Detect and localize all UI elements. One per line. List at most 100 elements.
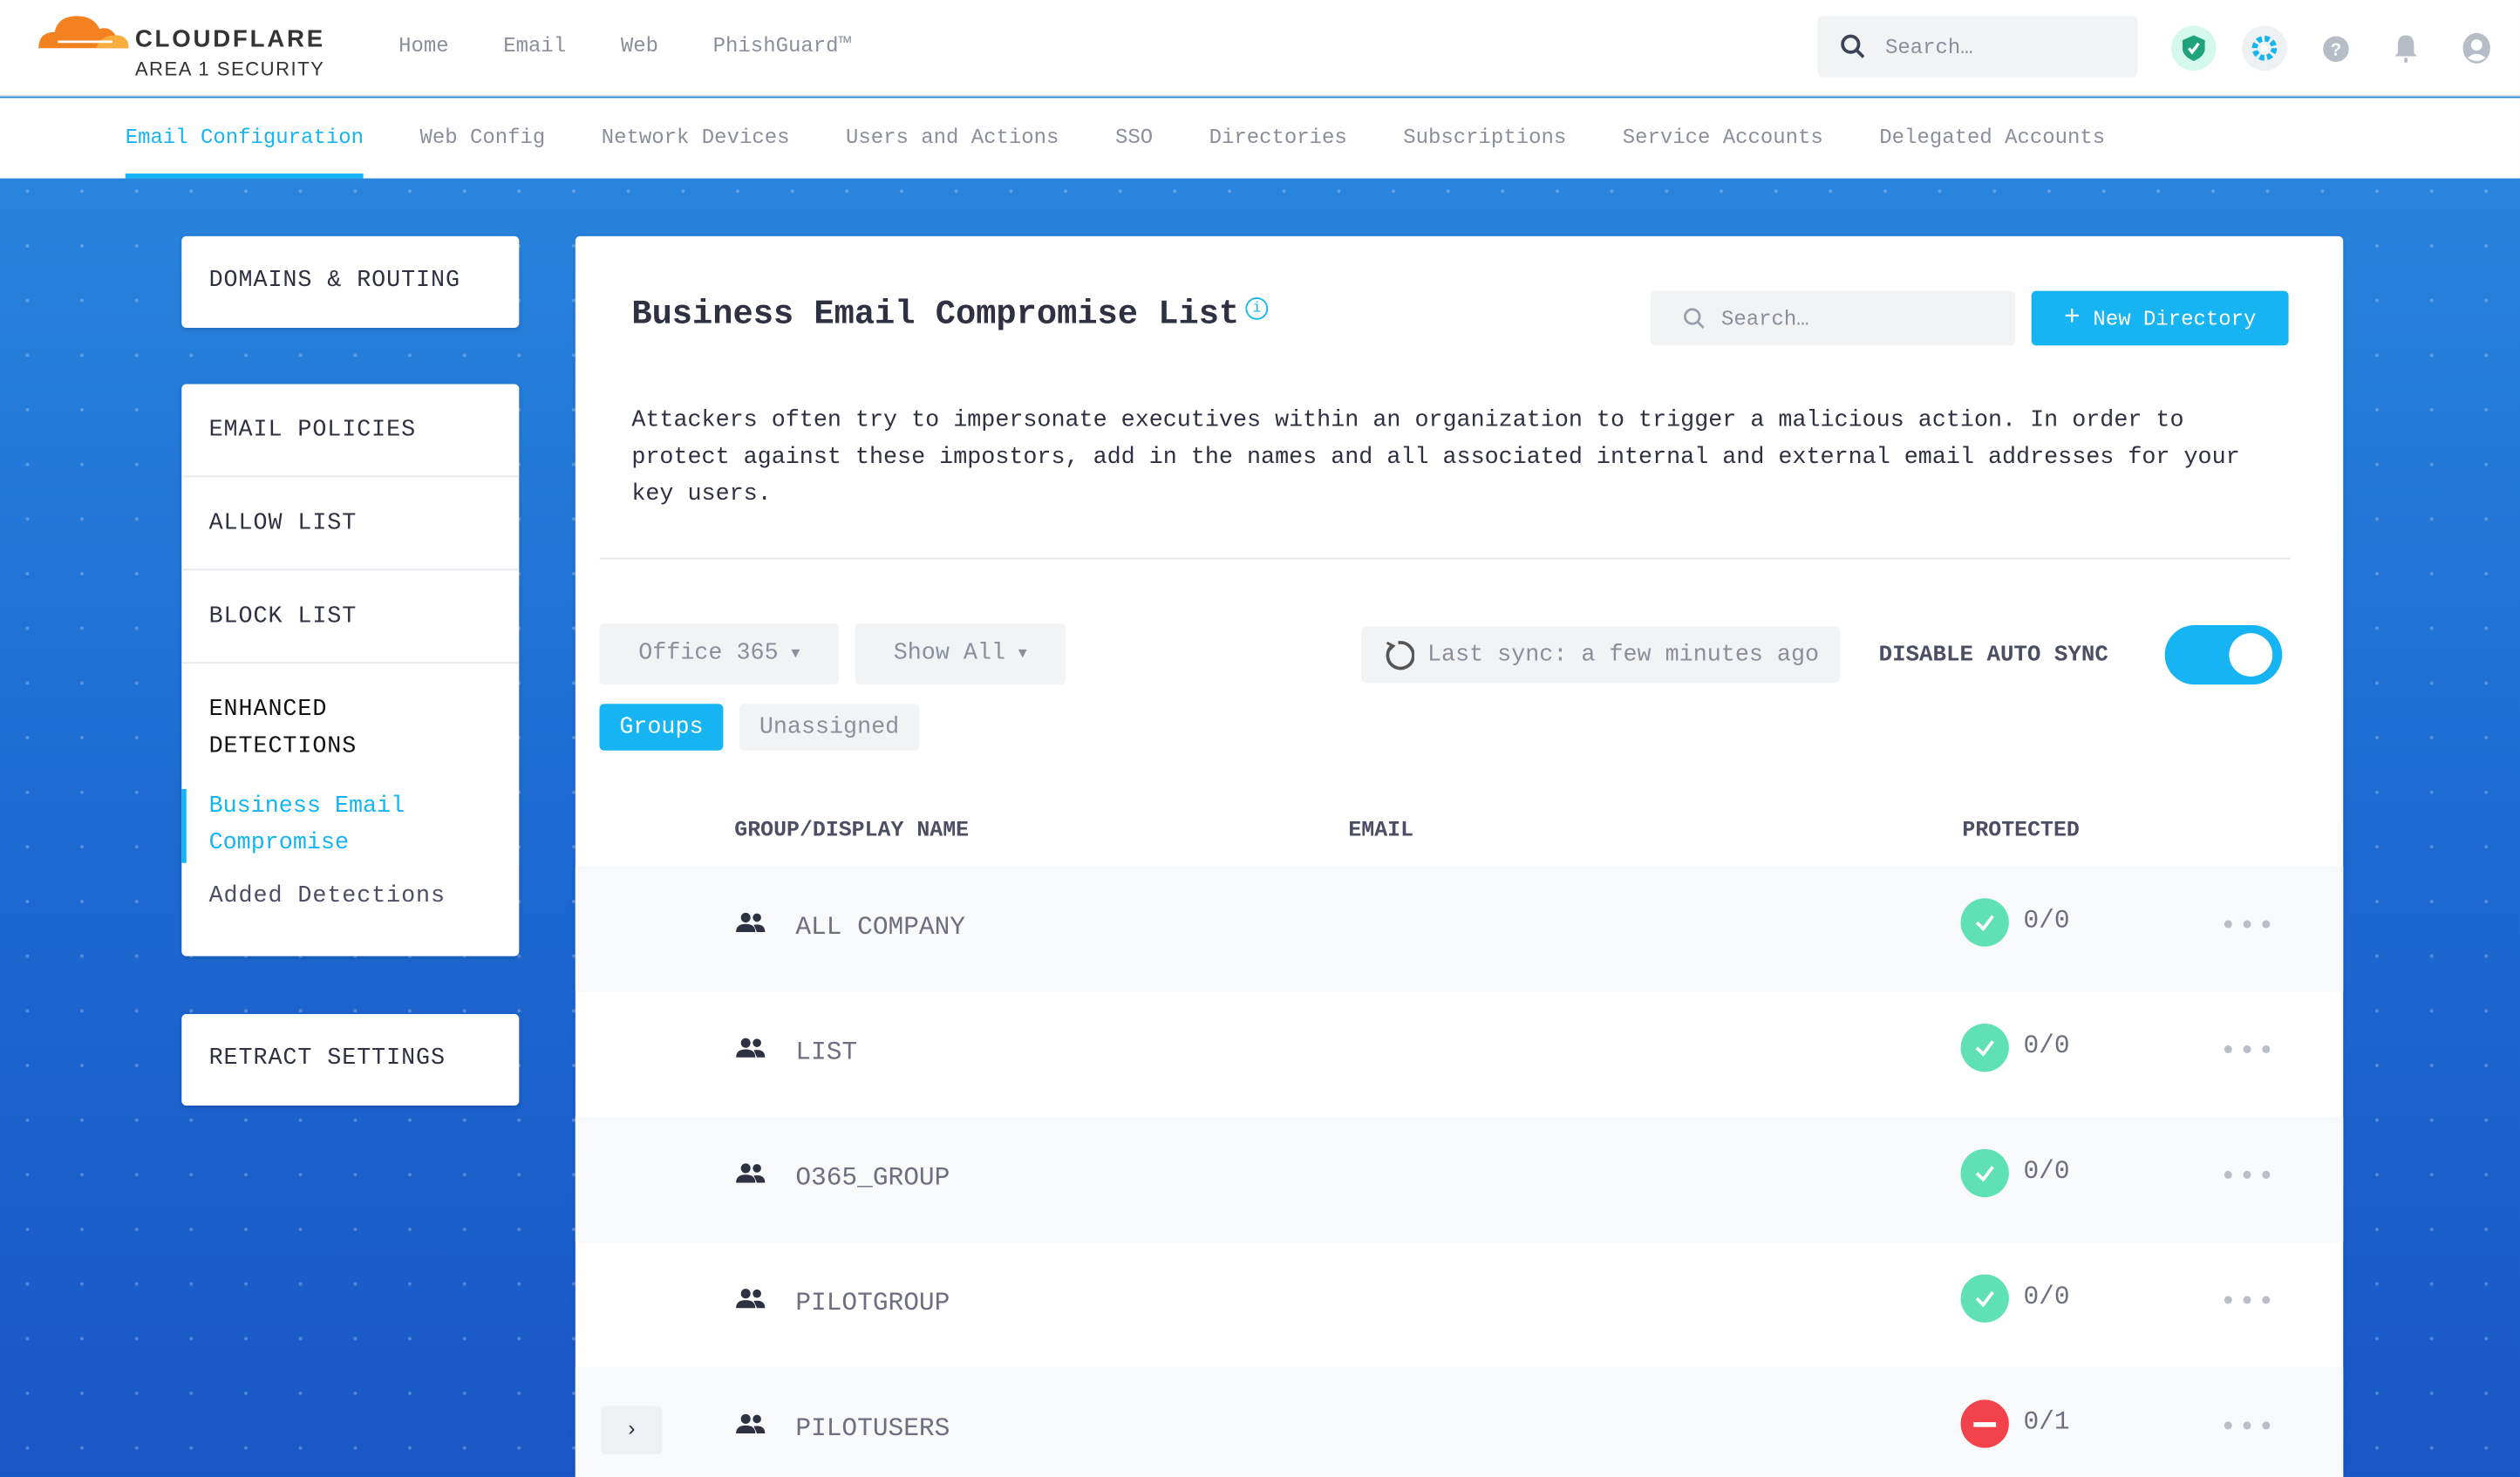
cloudflare-logo[interactable]: CLOUDFLARE AREA 1 SECURITY [36,10,324,80]
filter-dropdown[interactable]: Show All ▼ [855,623,1066,685]
group-name[interactable]: PILOTGROUP [795,1289,950,1318]
search-placeholder: Search… [1720,306,1809,330]
column-header-email[interactable]: EMAIL [1348,819,1414,844]
check-circle-icon [1960,1024,2009,1072]
protected-count: 0/0 [2023,1157,2070,1187]
page-title: Business Email Compromise List i [631,296,1269,335]
sidebar-policies-group: EMAIL POLICIES ALLOW LIST BLOCK LIST ENH… [181,384,520,956]
more-options-icon[interactable]: ••• [2219,911,2277,943]
table-row[interactable]: LIST 0/0 ••• [576,991,2343,1117]
caret-down-icon: ▼ [1018,645,1027,663]
group-icon [736,912,766,932]
tab-delegated-accounts[interactable]: Delegated Accounts [1879,125,2106,150]
table-row[interactable]: ALL COMPANY 0/0 ••• [575,866,2344,992]
sidebar-label: DOMAINS & ROUTING [208,268,460,295]
group-icon [736,1413,766,1434]
brand-subtitle: AREA 1 SECURITY [134,58,325,81]
table-row[interactable]: O365_GROUP 0/0 ••• [575,1116,2344,1242]
protected-count: 0/0 [2023,906,2070,936]
group-name[interactable]: PILOTUSERS [795,1413,950,1444]
plus-icon: + [2063,303,2081,334]
list-search-input[interactable]: Search… [1650,290,2016,346]
group-icon [736,1038,766,1058]
tab-network-devices[interactable]: Network Devices [601,125,790,150]
shield-check-icon[interactable] [2171,25,2217,71]
refresh-icon [1386,640,1415,670]
toggle-knob [2229,633,2273,677]
title-text: Business Email Compromise List [631,296,1240,335]
tab-unassigned[interactable]: Unassigned [739,704,920,751]
new-directory-button[interactable]: + New Directory [2031,290,2289,346]
info-icon[interactable]: i [1245,296,1269,320]
help-icon[interactable]: ? [2312,25,2358,71]
tab-users-and-actions[interactable]: Users and Actions [845,125,1059,150]
caret-down-icon: ▼ [791,645,800,663]
search-placeholder: Search… [1884,34,1973,59]
top-nav: Home Email Web PhishGuard™ [398,34,851,58]
nav-home[interactable]: Home [398,33,449,58]
svg-text:?: ? [2330,40,2340,59]
group-icon [736,1163,766,1183]
nav-web[interactable]: Web [620,33,659,58]
last-sync-text: Last sync: a few minutes ago [1427,642,1820,668]
tab-service-accounts[interactable]: Service Accounts [1622,125,1823,150]
filter-value: Show All [893,641,1006,667]
header-icons: ? [2171,25,2499,71]
group-name[interactable]: ALL COMPANY [795,912,966,943]
auto-sync-label: DISABLE AUTO SYNC [1878,643,2108,669]
bell-icon[interactable] [2383,25,2428,71]
minus-circle-icon [1960,1399,2009,1448]
search-icon [1841,34,1865,58]
settings-tabs: Email Configuration Web Config Network D… [0,98,2520,179]
check-circle-icon [1960,1274,2009,1323]
column-header-name[interactable]: GROUP/DISPLAY NAME [734,819,970,844]
sidebar-business-email-compromise[interactable]: Business Email Compromise [181,788,454,863]
protected-count: 0/1 [2023,1407,2070,1437]
tab-groups[interactable]: Groups [599,704,724,751]
sidebar-allow-list[interactable]: ALLOW LIST [181,477,520,571]
sidebar-block-list[interactable]: BLOCK LIST [181,570,520,664]
sidebar-enhanced-detections[interactable]: ENHANCED DETECTIONS [208,697,358,760]
table-row[interactable]: PILOTGROUP 0/0 ••• [576,1242,2343,1368]
tab-email-configuration[interactable]: Email Configuration [125,98,364,179]
tab-web-config[interactable]: Web Config [419,125,546,150]
top-bar: CLOUDFLARE AREA 1 SECURITY Home Email We… [0,0,2520,97]
protected-count: 0/0 [2023,1031,2070,1061]
more-options-icon[interactable]: ••• [2219,1036,2277,1069]
check-circle-icon [1960,898,2009,947]
cloud-logo-icon [38,16,129,49]
source-value: Office 365 [638,641,779,667]
sidebar-email-policies[interactable]: EMAIL POLICIES [181,385,520,478]
more-options-icon[interactable]: ••• [2219,1161,2277,1195]
sidebar-retract-settings[interactable]: RETRACT SETTINGS [181,1013,520,1106]
column-header-protected[interactable]: PROTECTED [1962,819,2080,844]
tab-subscriptions[interactable]: Subscriptions [1403,125,1567,150]
sidebar-added-detections[interactable]: Added Detections [208,883,446,910]
group-icon [736,1289,766,1309]
new-directory-label: New Directory [2093,306,2257,330]
sync-now-button[interactable]: Last sync: a few minutes ago [1361,626,1841,684]
global-search-input[interactable]: Search… [1817,16,2138,78]
group-name[interactable]: O365_GROUP [795,1163,950,1193]
source-dropdown[interactable]: Office 365 ▼ [599,623,840,685]
table-row[interactable]: › PILOTUSERS 0/1 ••• [575,1367,2344,1477]
tab-sso[interactable]: SSO [1114,125,1154,150]
search-icon [1684,308,1705,329]
check-circle-icon [1960,1148,2009,1198]
tab-directories[interactable]: Directories [1209,125,1347,150]
nav-email[interactable]: Email [503,33,567,58]
brand-name: CLOUDFLARE [134,25,325,53]
sidebar-label: RETRACT SETTINGS [208,1045,446,1072]
sidebar-domains-routing[interactable]: DOMAINS & ROUTING [181,235,520,328]
more-options-icon[interactable]: ••• [2219,1412,2277,1445]
protected-count: 0/0 [2023,1282,2070,1311]
group-name[interactable]: LIST [795,1038,858,1067]
nav-phishguard[interactable]: PhishGuard™ [712,33,851,58]
description: Attackers often try to impersonate execu… [631,408,2240,508]
auto-sync-toggle[interactable] [2164,624,2283,685]
gear-icon[interactable] [2242,25,2287,71]
expand-chevron-icon[interactable]: › [601,1406,663,1455]
more-options-icon[interactable]: ••• [2219,1287,2277,1320]
user-avatar-icon[interactable] [2454,25,2499,71]
